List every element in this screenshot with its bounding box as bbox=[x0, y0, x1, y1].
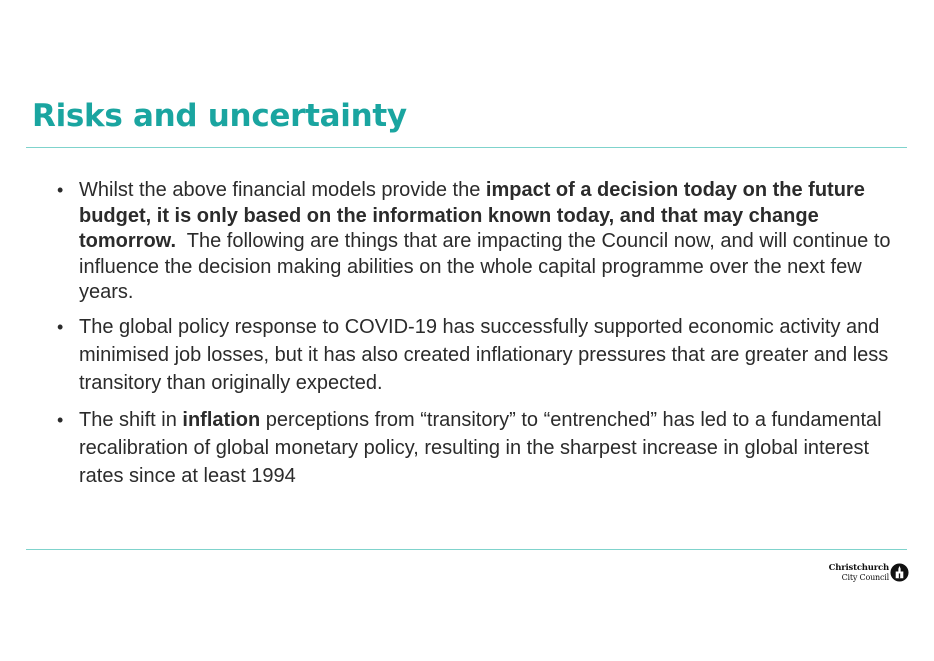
bullet-bold-text-segment: inflation bbox=[182, 408, 261, 431]
bullet-list: • Whilst the above financial models prov… bbox=[57, 178, 897, 499]
bullet-text-segment: perceptions from “transitory” to “entren… bbox=[79, 408, 882, 487]
bullet-text-segment: The global policy response to COVID-19 h… bbox=[79, 315, 889, 394]
bullet-dot: • bbox=[57, 409, 64, 430]
bullet-dot: • bbox=[57, 180, 64, 200]
council-logo: Christchurch City Council bbox=[825, 561, 911, 585]
bullet-bold-text-segment: impact of a decision today on the future… bbox=[79, 179, 865, 252]
slide-title: Risks and uncertainty bbox=[32, 98, 407, 134]
bullet-item: • The global policy response to COVID-19… bbox=[57, 313, 897, 397]
title-underline-divider bbox=[26, 147, 907, 148]
bullet-text-segment: Whilst the above financial models provid… bbox=[79, 179, 486, 201]
logo-line-1: Christchurch bbox=[828, 563, 890, 573]
bullet-text-segment: The following are things that are impact… bbox=[79, 230, 897, 303]
footer-divider bbox=[26, 549, 907, 550]
bullet-text-segment: The shift in bbox=[79, 408, 183, 431]
bullet-dot: • bbox=[57, 316, 64, 337]
bullet-item: • The shift in inflation perceptions fro… bbox=[57, 406, 897, 490]
bullet-item: • Whilst the above financial models prov… bbox=[57, 178, 897, 306]
cathedral-emblem-icon bbox=[890, 563, 909, 582]
logo-line-2: City Council bbox=[841, 573, 890, 582]
